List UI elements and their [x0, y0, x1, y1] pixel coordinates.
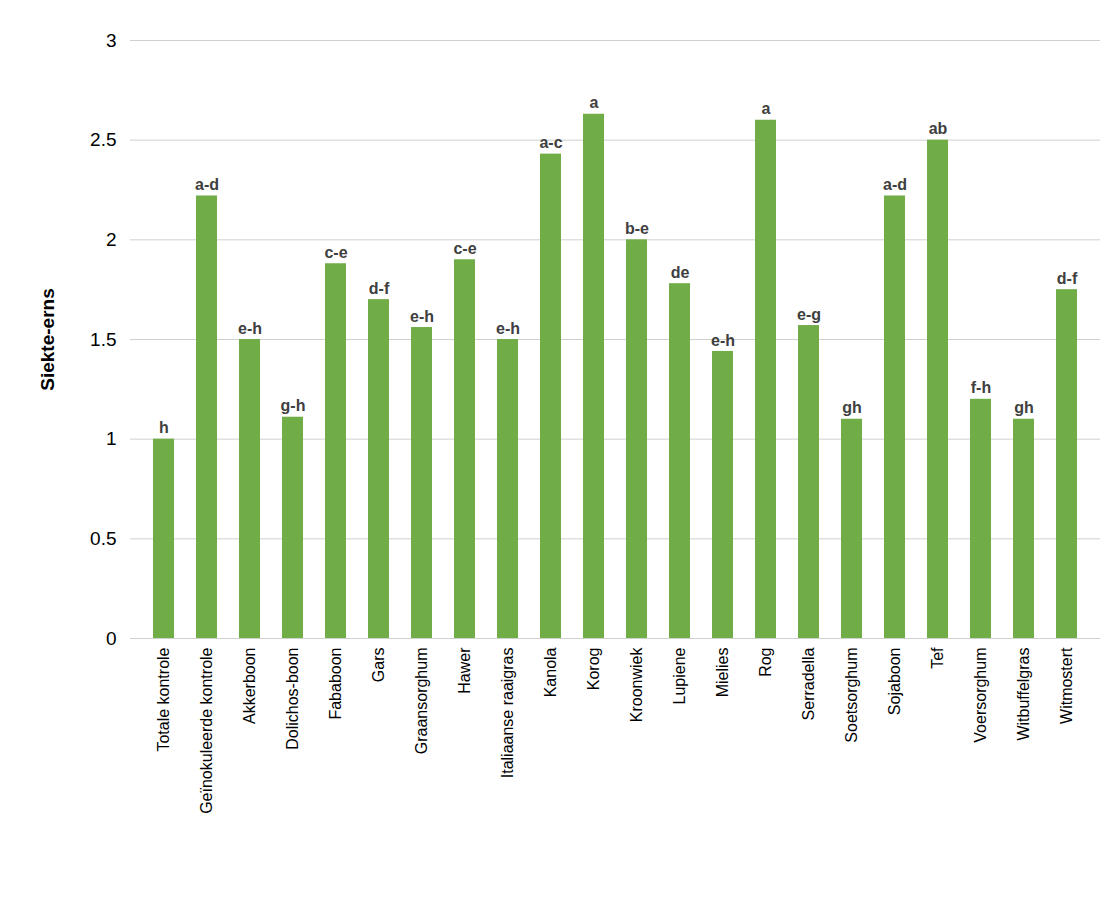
- svg-text:Italiaanse raaigras: Italiaanse raaigras: [499, 648, 516, 779]
- svg-text:gh: gh: [1014, 399, 1034, 416]
- svg-text:e-g: e-g: [797, 306, 821, 323]
- svg-text:a: a: [590, 94, 599, 111]
- svg-text:a-d: a-d: [195, 176, 219, 193]
- svg-text:g-h: g-h: [281, 397, 306, 414]
- svg-text:Soetsorghum: Soetsorghum: [843, 648, 860, 743]
- svg-text:Geïnokuleerde kontrole: Geïnokuleerde kontrole: [198, 647, 215, 813]
- svg-text:a: a: [762, 100, 771, 117]
- svg-text:gh: gh: [842, 399, 862, 416]
- svg-text:Hawer: Hawer: [456, 647, 473, 694]
- svg-text:Siekte-erns: Siekte-erns: [37, 288, 58, 390]
- svg-text:Voersorghum: Voersorghum: [972, 648, 989, 743]
- svg-text:de: de: [671, 264, 690, 281]
- svg-text:Kanola: Kanola: [542, 647, 559, 697]
- svg-text:Mielies: Mielies: [714, 648, 731, 698]
- svg-text:Tef: Tef: [929, 647, 946, 669]
- svg-text:c-e: c-e: [453, 240, 476, 257]
- svg-text:e-h: e-h: [238, 320, 262, 337]
- svg-text:e-h: e-h: [496, 320, 520, 337]
- svg-text:Rog: Rog: [757, 648, 774, 677]
- svg-text:Witmostert: Witmostert: [1058, 647, 1075, 724]
- svg-text:Akkerboon: Akkerboon: [241, 648, 258, 725]
- svg-text:1.5: 1.5: [90, 329, 116, 350]
- svg-text:e-h: e-h: [410, 308, 434, 325]
- svg-text:Serradella: Serradella: [800, 647, 817, 720]
- svg-text:b-e: b-e: [625, 220, 649, 237]
- svg-text:f-h: f-h: [971, 379, 991, 396]
- svg-text:3: 3: [106, 30, 117, 51]
- svg-text:ab: ab: [929, 120, 948, 137]
- svg-text:Graansorghum: Graansorghum: [413, 648, 430, 755]
- svg-text:Korog: Korog: [585, 648, 602, 691]
- svg-text:2.5: 2.5: [90, 129, 116, 150]
- svg-text:e-h: e-h: [711, 332, 735, 349]
- svg-text:Lupiene: Lupiene: [671, 647, 688, 704]
- svg-text:Fababoon: Fababoon: [327, 648, 344, 720]
- svg-text:Dolichos-boon: Dolichos-boon: [284, 648, 301, 750]
- svg-text:a-c: a-c: [539, 134, 562, 151]
- svg-text:d-f: d-f: [1057, 270, 1078, 287]
- svg-text:2: 2: [106, 229, 117, 250]
- svg-text:Kroonwiek: Kroonwiek: [628, 647, 645, 723]
- svg-text:d-f: d-f: [369, 280, 390, 297]
- svg-text:a-d: a-d: [883, 176, 907, 193]
- svg-text:Gars: Gars: [370, 648, 387, 683]
- svg-text:h: h: [159, 419, 169, 436]
- svg-text:0: 0: [106, 628, 117, 649]
- svg-text:Witbuffelgras: Witbuffelgras: [1015, 648, 1032, 741]
- svg-text:Sojaboon: Sojaboon: [886, 648, 903, 716]
- svg-text:c-e: c-e: [324, 244, 347, 261]
- svg-text:0.5: 0.5: [90, 528, 116, 549]
- svg-text:1: 1: [106, 428, 117, 449]
- svg-text:Totale kontrole: Totale kontrole: [155, 647, 172, 751]
